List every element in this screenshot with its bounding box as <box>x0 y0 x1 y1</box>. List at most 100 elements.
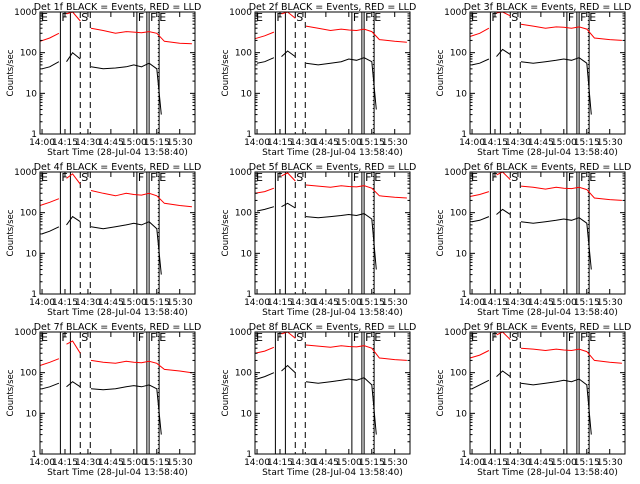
x-tick-label: 14:30 <box>75 458 101 468</box>
interval-marker-label: F <box>138 11 144 24</box>
y-tick-label: 100 <box>235 49 252 59</box>
events-series-line <box>281 50 296 58</box>
y-tick-label: 100 <box>235 209 252 219</box>
y-tick-label: 10 <box>241 89 253 99</box>
lld-series-line <box>469 191 490 197</box>
y-tick-label: 100 <box>20 209 37 219</box>
detector-panel: E F S F F E110100100014:0014:1514:3014:4515:0… <box>221 2 416 158</box>
x-tick-label: 14:30 <box>290 298 316 308</box>
lld-series-line <box>254 187 275 194</box>
lld-series-line <box>254 31 275 40</box>
interval-marker-label: E <box>256 171 263 184</box>
lld-series-line <box>66 340 81 354</box>
interval-marker-label: F <box>150 331 156 344</box>
y-tick-label: 10 <box>456 89 468 99</box>
interval-marker-label: E <box>471 11 478 24</box>
x-tick-label: 15:30 <box>382 298 408 308</box>
x-tick-label: 15:15 <box>359 458 385 468</box>
interval-marker-label: F <box>150 171 156 184</box>
panel-title: Det 2f BLACK = Events, RED = LLD <box>249 2 417 13</box>
lld-series-line <box>305 344 407 361</box>
y-tick-label: 100 <box>450 369 467 379</box>
lld-series-line <box>90 27 192 45</box>
interval-marker-label: E <box>41 331 48 344</box>
panel-title: Det 3f BLACK = Events, RED = LLD <box>464 2 632 13</box>
interval-marker-label: E <box>41 11 48 24</box>
panel-title: Det 9f BLACK = Events, RED = LLD <box>464 322 632 333</box>
interval-marker-label: E <box>159 331 166 344</box>
interval-marker-label: E <box>589 331 596 344</box>
y-tick-label: 100 <box>450 49 467 59</box>
y-tick-label: 10 <box>26 249 38 259</box>
lld-series-line <box>281 172 296 182</box>
x-tick-label: 14:30 <box>75 138 101 148</box>
interval-marker-label: F <box>276 331 282 344</box>
lld-series-line <box>496 171 511 180</box>
x-tick-label: 15:15 <box>574 138 600 148</box>
events-series-line <box>90 62 162 115</box>
interval-marker-label: F <box>61 11 67 24</box>
y-tick-label: 1 <box>461 290 467 300</box>
y-tick-label: 1 <box>461 130 467 140</box>
events-series-line <box>41 61 60 70</box>
interval-marker-label: F <box>353 331 359 344</box>
x-tick-label: 14:00 <box>29 138 55 148</box>
interval-marker-label: F <box>365 11 371 24</box>
x-tick-label: 15:15 <box>359 298 385 308</box>
x-tick-label: 14:15 <box>267 298 293 308</box>
y-tick-label: 10 <box>241 409 253 419</box>
x-tick-label: 15:30 <box>167 138 193 148</box>
lld-series-line <box>469 350 490 359</box>
y-tick-label: 10 <box>456 249 468 259</box>
plot-frame <box>254 171 411 295</box>
plot-frame <box>469 11 626 135</box>
events-series-line <box>256 372 275 380</box>
interval-marker-label: F <box>353 171 359 184</box>
y-tick-label: 1 <box>31 130 37 140</box>
lld-series-line <box>39 32 60 42</box>
detector-panel: E F S F F E110100100014:0014:1514:3014:4515:0… <box>436 322 631 478</box>
interval-marker-label: S <box>81 331 88 344</box>
y-tick-label: 1000 <box>14 8 37 18</box>
interval-marker-label: E <box>374 331 381 344</box>
x-tick-label: 14:45 <box>528 298 554 308</box>
y-axis-label: Counts/sec <box>221 49 231 96</box>
x-axis-label: Start Time (28-Jul-04 13:58:40) <box>47 148 188 158</box>
interval-marker-label: E <box>41 171 48 184</box>
x-tick-label: 15:00 <box>121 138 147 148</box>
lld-series-line <box>39 358 60 366</box>
y-axis-label: Counts/sec <box>6 369 16 416</box>
interval-marker-label: F <box>365 171 371 184</box>
x-tick-label: 15:15 <box>574 298 600 308</box>
plot-frame <box>469 331 626 455</box>
x-tick-label: 14:45 <box>528 458 554 468</box>
x-tick-label: 14:45 <box>98 138 124 148</box>
events-series-line <box>496 208 511 215</box>
interval-marker-label: E <box>374 11 381 24</box>
interval-marker-label: S <box>511 171 518 184</box>
y-tick-label: 10 <box>241 249 253 259</box>
y-tick-label: 1 <box>31 290 37 300</box>
interval-marker-label: F <box>568 11 574 24</box>
detector-panel: E F S F F E110100100014:0014:1514:3014:4515:0… <box>6 162 201 318</box>
x-tick-label: 15:30 <box>167 458 193 468</box>
detector-panel: E F S F F E110100100014:0014:1514:3014:4515:0… <box>6 322 201 478</box>
x-tick-label: 14:30 <box>505 138 531 148</box>
panel-title: Det 5f BLACK = Events, RED = LLD <box>249 162 417 173</box>
x-tick-label: 14:15 <box>482 458 508 468</box>
interval-marker-label: F <box>365 331 371 344</box>
interval-marker-label: E <box>471 331 478 344</box>
x-tick-label: 14:00 <box>459 458 485 468</box>
panel-title: Det 1f BLACK = Events, RED = LLD <box>34 2 202 13</box>
events-series-line <box>496 48 511 57</box>
y-axis-label: Counts/sec <box>6 209 16 256</box>
x-tick-label: 15:15 <box>144 138 170 148</box>
x-tick-label: 14:00 <box>244 458 270 468</box>
interval-marker-label: S <box>296 171 303 184</box>
events-series-line <box>66 215 81 226</box>
x-tick-label: 15:00 <box>336 458 362 468</box>
x-tick-label: 15:30 <box>597 138 623 148</box>
x-tick-label: 15:30 <box>382 458 408 468</box>
y-tick-label: 1000 <box>444 328 467 338</box>
